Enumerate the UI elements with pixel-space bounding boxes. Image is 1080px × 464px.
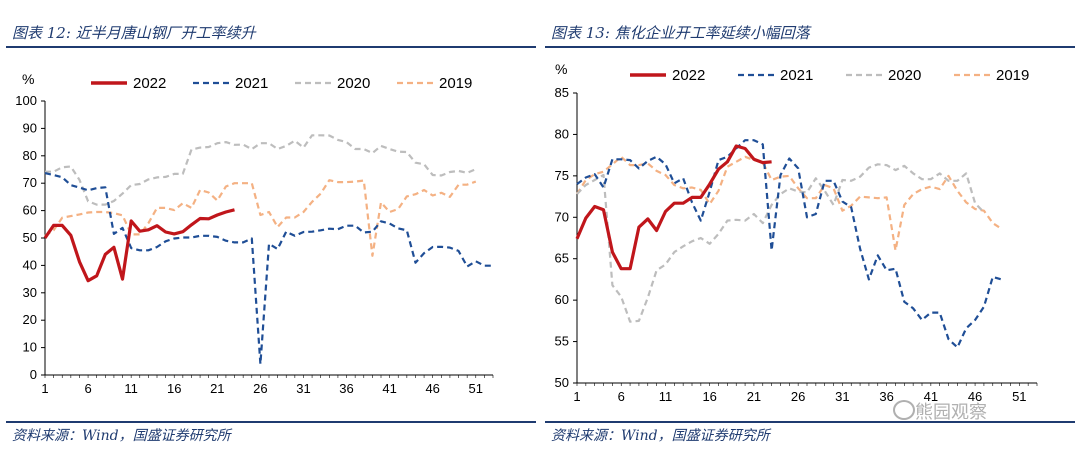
x-tick-label: 21 [747, 389, 761, 404]
right-chart-panel: 图表 13: 焦化企业开工率延续小幅回落 % 50 55 60 65 70 75 80 85 1 6… [545, 0, 1075, 464]
series-line-2019 [44, 179, 477, 257]
chart-source: 资料来源：Wind，国盛证券研究所 [12, 428, 231, 444]
legend-label-2022: 2022 [133, 75, 166, 92]
y-tick-label: 70 [555, 209, 569, 224]
x-tick-label: 31 [835, 389, 849, 404]
x-tick-label: 36 [339, 381, 353, 396]
x-tick-label: 26 [791, 389, 805, 404]
y-tick-label: 50 [555, 375, 569, 390]
y-tick-label: 60 [23, 203, 37, 218]
series-line-2022 [43, 208, 235, 283]
y-tick-label: 80 [555, 126, 569, 141]
source-divider [6, 421, 536, 423]
series-line-2020 [576, 163, 985, 323]
y-tick-label: 85 [555, 85, 569, 100]
x-tick-label: 51 [1012, 389, 1026, 404]
y-tick-label: 0 [30, 367, 37, 382]
chart-source: 资料来源：Wind，国盛证券研究所 [551, 428, 770, 444]
chart-caption: 图表 12: 近半月唐山钢厂开工率续升 [12, 24, 256, 42]
series-line-2022 [575, 144, 772, 271]
x-tick-label: 16 [702, 389, 716, 404]
x-tick-label: 36 [879, 389, 893, 404]
y-tick-label: 60 [555, 292, 569, 307]
watermark: 熊园观察 [915, 402, 987, 423]
y-tick-label: 90 [23, 120, 37, 135]
x-tick-label: 16 [167, 381, 181, 396]
series-line-2021 [576, 139, 1002, 349]
series-line-2020 [45, 134, 477, 206]
legend-label-2019: 2019 [439, 75, 472, 92]
x-tick-label: 1 [41, 381, 48, 396]
y-tick-label: 50 [23, 230, 37, 245]
legend-label-2021: 2021 [780, 67, 813, 84]
y-tick-label: 100 [15, 93, 37, 108]
x-tick-label: 46 [968, 389, 982, 404]
y-tick-label: 65 [555, 251, 569, 266]
wechat-icon [893, 400, 915, 420]
x-tick-label: 41 [382, 381, 396, 396]
legend-label-2019: 2019 [996, 67, 1029, 84]
x-tick-label: 21 [210, 381, 224, 396]
series-line-2019 [576, 155, 1003, 252]
y-tick-label: 40 [23, 257, 37, 272]
x-tick-label: 11 [659, 389, 673, 404]
legend-label-2020: 2020 [337, 75, 370, 92]
y-tick-label: 30 [23, 285, 37, 300]
caption-divider [545, 46, 1075, 48]
legend-label-2022: 2022 [672, 67, 705, 84]
legend-label-2020: 2020 [888, 67, 921, 84]
x-tick-label: 26 [253, 381, 267, 396]
x-tick-label: 1 [573, 389, 580, 404]
x-tick-label: 11 [124, 381, 138, 396]
legend-label-2021: 2021 [235, 75, 268, 92]
y-tick-label: 75 [555, 168, 569, 183]
x-tick-label: 6 [618, 389, 625, 404]
x-tick-label: 41 [924, 389, 938, 404]
y-tick-label: 80 [23, 148, 37, 163]
y-tick-label: 55 [555, 334, 569, 349]
chart-caption: 图表 13: 焦化企业开工率延续小幅回落 [551, 24, 810, 42]
x-tick-label: 6 [84, 381, 91, 396]
y-tick-label: 10 [23, 340, 37, 355]
source-divider [545, 421, 1075, 423]
y-unit-label: % [555, 61, 567, 77]
caption-divider [6, 46, 536, 48]
left-chart-panel: 图表 12: 近半月唐山钢厂开工率续升 % 0 10 20 30 40 50 60 70 80 90… [6, 0, 536, 464]
y-tick-label: 70 [23, 175, 37, 190]
y-unit-label: % [22, 71, 34, 87]
x-tick-label: 31 [296, 381, 310, 396]
x-tick-label: 46 [425, 381, 439, 396]
y-tick-label: 20 [23, 312, 37, 327]
x-tick-label: 51 [469, 381, 483, 396]
